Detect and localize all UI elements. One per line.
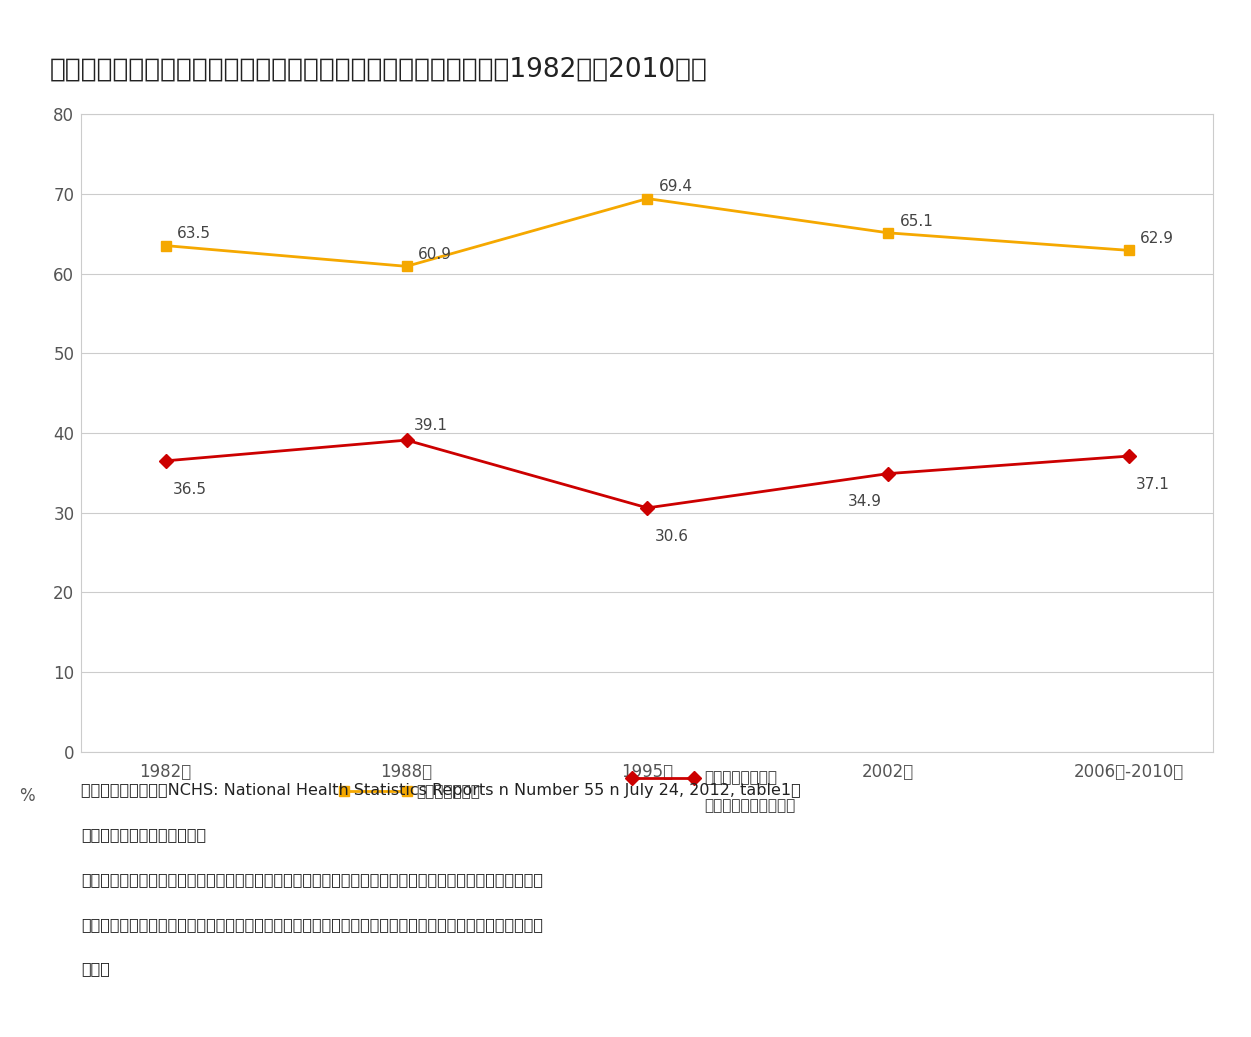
Text: 出所：米国データ「NCHS: National Health Statistics Reports n Number 55 n July 24, 2012, t: 出所：米国データ「NCHS: National Health Statistic… bbox=[81, 783, 801, 797]
Text: 図表５．米国における意図しない（計画外・望まない）妊娠率（1982年－2010年）: 図表５．米国における意図しない（計画外・望まない）妊娠率（1982年－2010年… bbox=[50, 56, 708, 82]
Text: 注）本件の「意図する妊娠・意図しない妊娠」とは、子どもが出生した時点において、その出生児の母親が: 注）本件の「意図する妊娠・意図しない妊娠」とは、子どもが出生した時点において、そ… bbox=[81, 872, 543, 887]
Text: 65.1: 65.1 bbox=[899, 214, 933, 229]
Text: 36.5: 36.5 bbox=[173, 481, 206, 497]
Text: 意図した妊娠率: 意図した妊娠率 bbox=[417, 784, 480, 798]
Text: 62.9: 62.9 bbox=[1140, 231, 1175, 246]
Text: 63.5: 63.5 bbox=[176, 226, 210, 242]
Text: 妊娠時に意図した妊娠であったか否かを調査した結果であり、人工妊娠中絶や流産は含まれていないことに: 妊娠時に意図した妊娠であったか否かを調査した結果であり、人工妊娠中絶や流産は含ま… bbox=[81, 917, 543, 931]
Text: 30.6: 30.6 bbox=[654, 529, 688, 543]
Text: 34.9: 34.9 bbox=[847, 495, 882, 509]
Text: %: % bbox=[19, 787, 35, 805]
Text: 39.1: 39.1 bbox=[413, 418, 448, 433]
Text: 留意。: 留意。 bbox=[81, 961, 110, 976]
Text: 37.1: 37.1 bbox=[1136, 477, 1170, 492]
Text: 60.9: 60.9 bbox=[418, 247, 452, 262]
Text: （計画外、望まない）: （計画外、望まない） bbox=[704, 798, 796, 813]
Text: 69.4: 69.4 bbox=[658, 179, 693, 194]
Text: 意図しない妊娠率: 意図しない妊娠率 bbox=[704, 770, 777, 785]
Text: よりデータを抽出し筆者作成: よりデータを抽出し筆者作成 bbox=[81, 828, 206, 842]
